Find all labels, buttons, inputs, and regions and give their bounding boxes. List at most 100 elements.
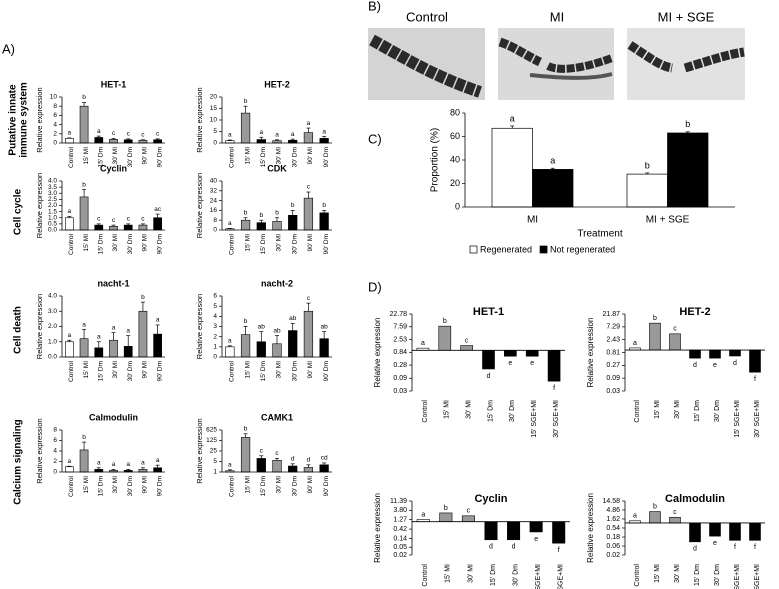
significance-letter: d [693,362,697,369]
x-tick-label: Control [229,146,236,168]
bar [256,139,266,144]
significance-letter: e [534,536,538,543]
significance-letter: a [633,513,637,520]
x-tick-label: 90' Dm [156,476,163,496]
bar [669,516,681,524]
panel-label: B) [368,0,381,13]
x-tick-label: 15' MI [444,400,451,419]
significance-letter: c [275,450,279,457]
significance-letter: d [487,373,491,380]
bar [272,221,282,231]
significance-letter: f [754,376,756,383]
y-axis-label: Relative expression [35,87,44,152]
y-tick-label: 0.18 [606,534,620,541]
bar [153,333,162,358]
significance-letter: c [260,448,264,455]
x-tick-label: 15' MI [654,400,661,419]
bar [79,105,89,144]
y-tick-label: 0.27 [606,362,620,369]
bar [552,521,566,544]
bar [303,467,314,473]
chart-title: nacht-1 [97,278,129,288]
y-tick-label: 0 [53,469,57,476]
panel-label: C) [368,131,382,146]
bar [225,346,235,358]
y-tick-label: 0.42 [393,526,407,533]
x-tick-label: MI + SGE [646,215,690,226]
significance-letter: b [444,505,448,512]
significance-letter: a [291,131,295,138]
y-tick-label: 5 [213,303,217,310]
row-label: Calcium signaling [13,419,24,505]
row-label: Putative innate [8,84,19,156]
bar [109,139,118,144]
x-tick-label: 30' MI [112,147,119,165]
x-tick-label: 15' Dm [694,400,701,422]
significance-letter: d [307,457,311,464]
y-tick-label: 4 [53,448,57,455]
x-tick-label: 90' Dm [156,234,163,254]
bar [319,464,329,473]
x-tick-label: 15' MI [244,147,251,165]
bar [94,224,104,231]
y-tick-label: 32 [210,188,218,195]
significance-letter: b [653,315,657,322]
x-tick-label: 30' MI [674,400,681,419]
x-tick-label: Control [634,400,641,423]
chart-title: nacht-2 [261,278,293,288]
y-tick-label: 7.29 [606,324,620,331]
bar [689,349,701,359]
x-tick-label: Control [68,475,75,497]
x-tick-label: 15' MI [244,361,251,379]
x-tick-label: 15' SGE+MI [734,400,741,438]
bar [138,224,148,231]
significance-letter: c [112,130,116,137]
y-tick-label: 3.80 [393,507,407,514]
bar [123,139,133,144]
x-tick-label: 15' Dm [98,147,105,167]
significance-letter: ac [154,206,162,213]
significance-letter: c [307,184,311,191]
significance-letter: a [82,321,86,328]
bar [240,219,251,231]
bar [529,521,543,533]
bar [439,512,453,523]
significance-letter: b [443,318,447,325]
significance-letter: a [228,338,232,345]
x-tick-label: Control [68,146,75,168]
y-tick-label: 0.84 [393,349,407,356]
x-tick-label: 30' Dm [714,564,721,586]
significance-letter: e [508,360,512,367]
y-tick-label: 0 [213,140,217,147]
y-tick-label: 40 [210,178,218,185]
significance-letter: b [82,434,86,441]
x-tick-label: 30' Dm [512,564,519,586]
x-tick-label: 30' SGE+MI [754,564,761,589]
significance-letter: c [141,131,145,138]
x-tick-label: MI [527,215,538,226]
y-tick-label: 125 [206,437,217,444]
bar [65,466,74,473]
significance-letter: b [259,212,263,219]
bar [123,224,133,231]
bar [288,215,298,231]
x-tick-label: 30' MI [276,234,283,252]
legend-label: Not regenerated [550,244,615,254]
significance-letter: a [97,460,101,467]
x-tick-label: 15' Dm [260,147,267,167]
panel-label: D) [368,279,382,294]
y-tick-label: 1.62 [606,516,620,523]
y-tick-label: 0.5 [48,221,57,228]
bar [138,310,148,358]
y-axis-label: Relative expression [35,294,44,359]
x-tick-label: 15' SGE+MI [535,564,542,589]
y-tick-label: 5 [213,458,217,465]
bar [689,522,701,543]
x-tick-label: 15' MI [445,564,452,583]
x-tick-label: 15' MI [654,564,661,583]
y-axis-label: Relative expression [35,173,44,238]
y-tick-label: 2.43 [606,337,620,344]
bar [709,522,721,537]
y-tick-label: 2.5 [48,196,57,203]
x-tick-label: 30' Dm [127,234,134,254]
